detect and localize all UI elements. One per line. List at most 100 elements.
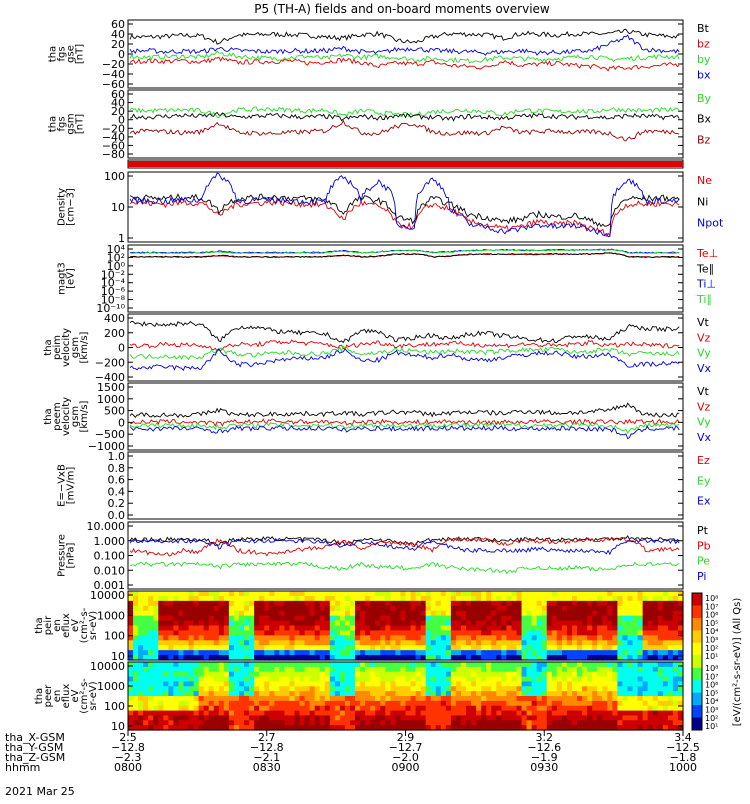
spectrogram-cell [521, 655, 528, 661]
spectrogram-cell [501, 705, 508, 712]
spectrogram-cell [239, 650, 245, 656]
spectrogram-cell [228, 645, 235, 651]
spectrogram-cell [657, 620, 664, 627]
spectrogram-cell [128, 650, 134, 656]
spectrogram-cell [400, 645, 407, 651]
spectrogram-cell [309, 720, 316, 726]
spectrogram-cell [637, 630, 644, 636]
spectrogram-cell [622, 725, 629, 731]
spectrogram-cell [289, 635, 296, 641]
spectrogram-cell [551, 681, 558, 687]
spectrogram-cell [329, 662, 336, 668]
spectrogram-cell [405, 662, 412, 668]
spectrogram-cell [637, 610, 644, 617]
colorbar-tick-label: 10⁵ [705, 619, 718, 628]
spectrogram-cell [264, 591, 270, 597]
spectrogram-cell [284, 720, 291, 726]
spectrogram-cell [314, 595, 321, 602]
spectrogram-cell [163, 605, 169, 612]
spectrogram-cell [360, 591, 366, 597]
spectrogram-cell [128, 700, 134, 707]
spectrogram-cell [324, 700, 331, 707]
spectrogram-cell [259, 655, 265, 661]
spectrogram-cell [400, 625, 407, 632]
spectrogram-cell [380, 691, 386, 697]
spectrogram-cell [466, 676, 472, 683]
spectrogram-cell [360, 725, 366, 731]
spectrogram-cell [334, 650, 341, 656]
spectrogram-cell [592, 681, 598, 687]
spectrogram-cell [410, 610, 417, 617]
spectrogram-cell [501, 591, 508, 597]
spectrogram-cell [521, 625, 528, 632]
spectrogram-cell [652, 630, 659, 636]
spectrogram-cell [677, 610, 684, 617]
spectrogram-cell [496, 591, 502, 597]
spectrogram-cell [491, 696, 497, 702]
spectrogram-cell [561, 666, 568, 673]
spectrogram-cell [244, 671, 250, 678]
spectrogram-cell [435, 645, 442, 651]
spectrogram-cell [561, 705, 568, 712]
spectrogram-cell [642, 710, 649, 717]
spectrogram-cell [546, 625, 553, 632]
spectrogram-cell [410, 591, 417, 597]
spectrogram-cell [577, 662, 583, 668]
spectrogram-cell [476, 615, 482, 622]
spectrogram-cell [334, 710, 341, 717]
spectrogram-cell [350, 635, 356, 641]
spectrogram-cell [672, 591, 679, 597]
spectrogram-cell [163, 640, 169, 646]
spectrogram-cell [662, 662, 669, 668]
spectrogram-cell [329, 595, 336, 602]
spectrogram-cell [430, 686, 437, 692]
spectrogram-cell [355, 725, 361, 731]
spectrogram-cell [294, 681, 301, 687]
spectrogram-cell [239, 625, 245, 632]
y-tick-label: 100 [104, 630, 125, 643]
spectrogram-cell [375, 650, 381, 656]
spectrogram-cell [254, 662, 260, 668]
spectrogram-cell [153, 591, 159, 597]
spectrogram-cell [203, 671, 210, 678]
spectrogram-cell [163, 676, 169, 683]
spectrogram-cell [486, 650, 492, 656]
spectrogram-cell [410, 725, 417, 731]
spectrogram-cell [471, 645, 477, 651]
spectrogram-cell [249, 681, 255, 687]
spectrogram-cell [344, 630, 351, 636]
spectrogram-cell [264, 625, 270, 632]
y-axis-label: tha [34, 688, 45, 704]
spectrogram-cell [405, 696, 412, 702]
spectrogram-cell [511, 635, 518, 641]
spectrogram-cell [188, 671, 195, 678]
spectrogram-cell [208, 595, 215, 602]
spectrogram-cell [642, 605, 649, 612]
spectrogram-cell [617, 676, 624, 683]
spectrogram-cell [284, 620, 291, 627]
spectrogram-cell [370, 715, 376, 721]
spectrogram-cell [511, 655, 518, 661]
y-tick-label: 10² [107, 251, 125, 264]
spectrogram-cell [445, 591, 452, 597]
spectrogram-cell [163, 591, 169, 597]
spectrogram-cell [632, 640, 639, 646]
spectrogram-cell [314, 600, 321, 607]
spectrogram-cell [577, 591, 583, 597]
spectrogram-cell [183, 640, 190, 646]
spectrogram-cell [556, 635, 563, 641]
spectrogram-cell [506, 671, 513, 678]
colorbar-tick-label: 10⁴ [705, 697, 718, 706]
spectrogram-cell [375, 635, 381, 641]
spectrogram-cell [193, 600, 200, 607]
spectrogram-cell [148, 645, 154, 651]
legend-entry: bz [697, 38, 710, 51]
spectrogram-cell [647, 705, 654, 712]
spectrogram-cell [602, 710, 608, 717]
legend-entry: Vy [697, 347, 711, 360]
spectrogram-cell [627, 610, 634, 617]
spectrogram-cell [360, 645, 366, 651]
spectrogram-cell [163, 600, 169, 607]
spectrogram-cell [193, 666, 200, 673]
spectrogram-cell [339, 655, 346, 661]
